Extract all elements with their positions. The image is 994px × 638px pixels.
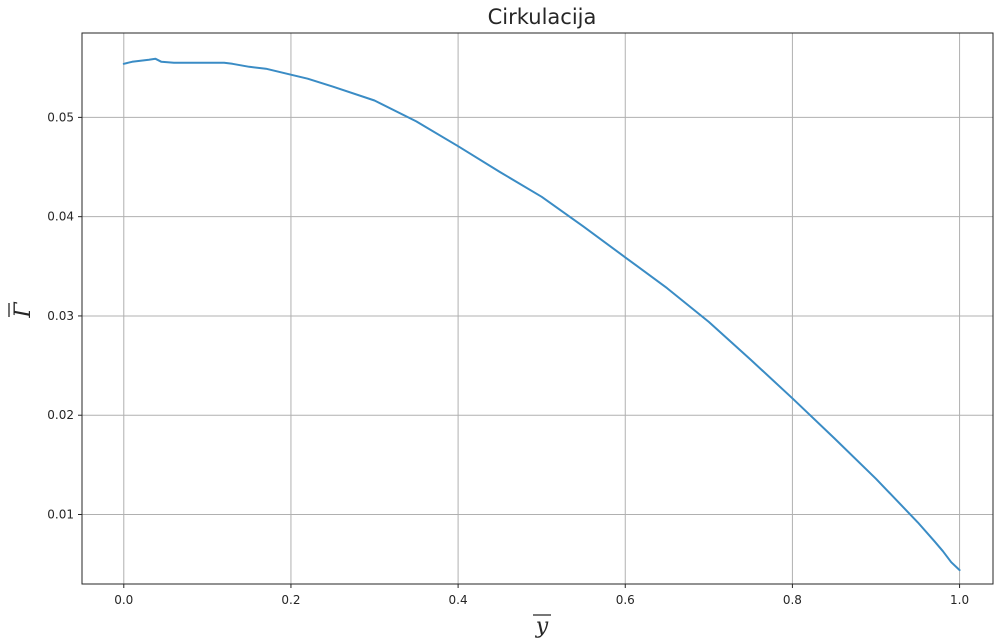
y-tick-label: 0.02 bbox=[47, 408, 74, 422]
y-tick-label: 0.03 bbox=[47, 309, 74, 323]
axes-frame bbox=[81, 32, 994, 585]
ticks: 0.0 0.2 0.4 0.6 0.8 1.0 0.01 0.02 0.03 0.04 0.05 bbox=[47, 110, 969, 607]
gridlines bbox=[82, 33, 993, 584]
x-tick-label: 0.8 bbox=[783, 593, 802, 607]
y-tick-label: 0.01 bbox=[47, 508, 74, 522]
x-axis-label-group: y bbox=[533, 614, 551, 638]
x-tick-label: 0.0 bbox=[114, 593, 133, 607]
y-tick-label: 0.05 bbox=[47, 110, 74, 124]
series-line-0 bbox=[122, 57, 961, 572]
x-tick-label: 0.2 bbox=[281, 593, 300, 607]
chart-title: Cirkulacija bbox=[488, 5, 597, 29]
x-axis-label: y bbox=[535, 614, 549, 638]
y-tick-label: 0.04 bbox=[47, 210, 74, 224]
x-tick-label: 0.6 bbox=[616, 593, 635, 607]
y-axis-label: Γ bbox=[11, 302, 36, 319]
x-tick-label: 1.0 bbox=[950, 593, 969, 607]
x-tick-label: 0.4 bbox=[449, 593, 468, 607]
y-axis-label-group: Γ bbox=[8, 302, 36, 319]
plot-area bbox=[122, 57, 961, 572]
